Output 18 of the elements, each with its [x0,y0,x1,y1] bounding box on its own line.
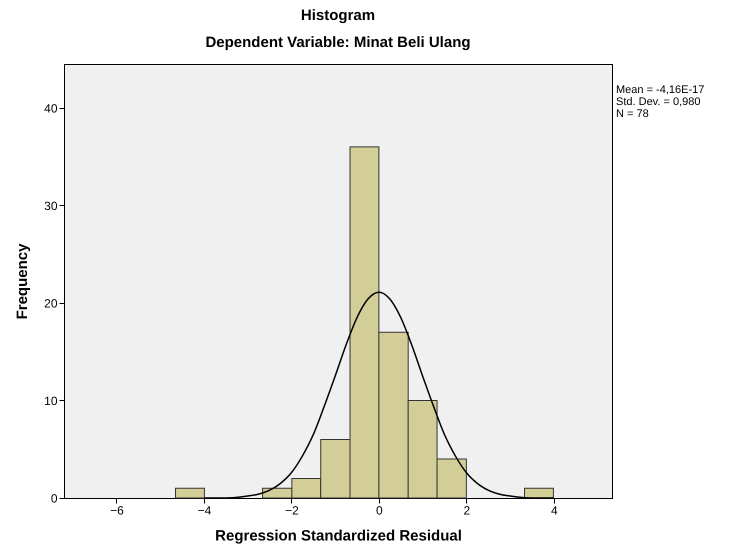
x-tick-label: −6 [110,504,124,518]
y-tick-label: 30 [44,198,58,213]
x-axis-title: Regression Standardized Residual [215,528,462,544]
y-tick-label: 40 [44,101,58,116]
x-tick-label: 0 [376,504,384,518]
y-tick-label: 10 [44,394,58,408]
chart-title: Histogram [300,7,376,24]
y-tick-label: 0 [50,492,58,506]
y-axis-title: Frequency [14,242,32,320]
text: Std. Dev. = 0,980 [616,96,702,108]
text: N = 78 [616,108,650,120]
x-tick-label: −4 [198,504,212,518]
x-tick-label: −2 [285,504,300,518]
x-tick-label: 4 [550,504,558,518]
text: Mean = -4,16E-17 [616,84,704,96]
x-tick-label: 2 [464,504,471,518]
chart-subtitle: Dependent Variable: Minat Beli Ulang [205,34,471,51]
y-tick-label: 20 [44,296,58,310]
